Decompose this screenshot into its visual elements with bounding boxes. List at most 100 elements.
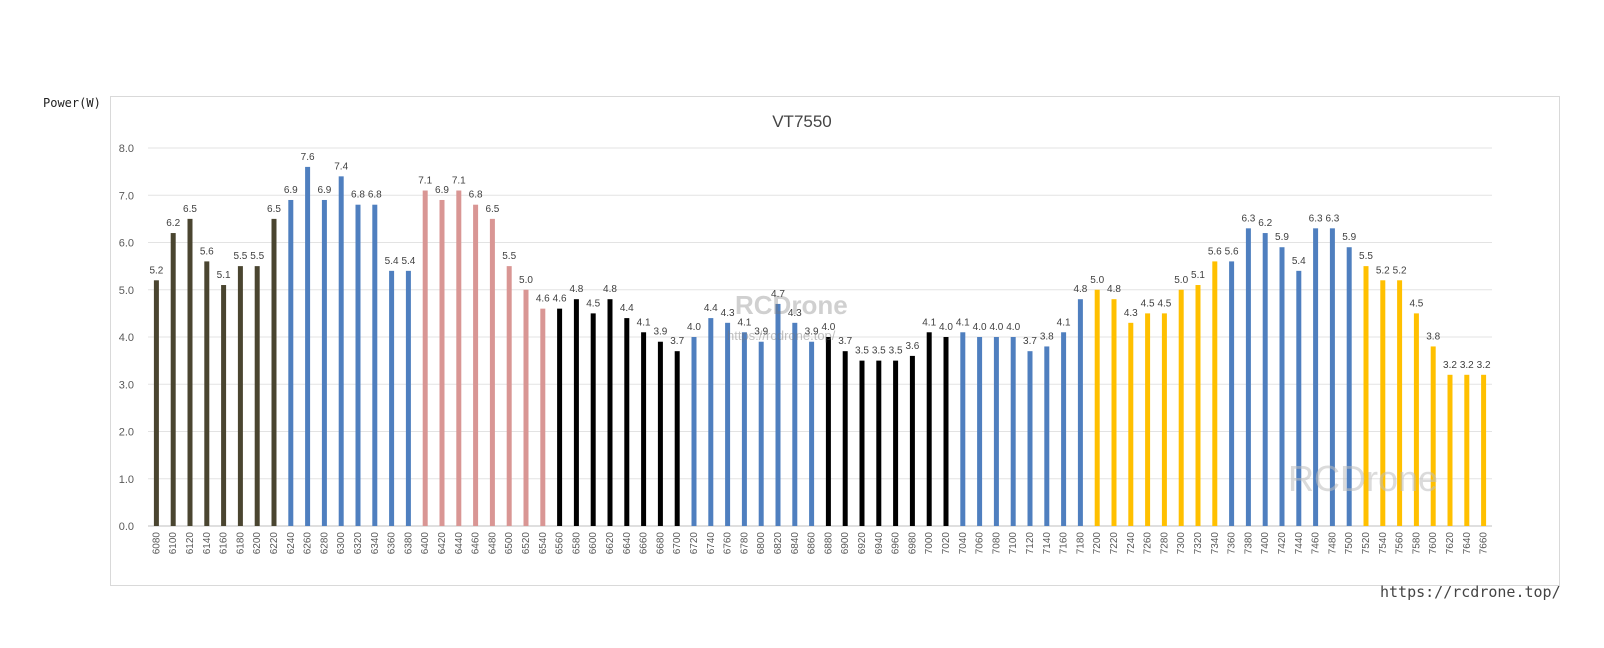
x-tick-label: 7520 xyxy=(1361,532,1372,555)
data-label: 4.3 xyxy=(721,308,735,319)
data-label: 5.1 xyxy=(217,270,231,281)
data-label: 3.7 xyxy=(670,336,684,347)
bar xyxy=(607,299,613,526)
data-label: 4.3 xyxy=(788,308,802,319)
y-tick-label: 5.0 xyxy=(119,285,134,297)
x-tick-label: 6700 xyxy=(672,532,683,555)
data-label: 3.6 xyxy=(905,341,919,352)
data-label: 5.4 xyxy=(1292,256,1306,267)
bar xyxy=(573,299,579,526)
bar xyxy=(725,322,731,526)
data-label: 7.4 xyxy=(334,161,348,172)
data-label: 4.7 xyxy=(771,289,785,300)
data-label: 3.8 xyxy=(1426,331,1440,342)
data-label: 6.5 xyxy=(183,204,197,215)
data-label: 4.4 xyxy=(704,303,718,314)
x-tick-label: 6180 xyxy=(235,532,246,555)
x-tick-label: 7160 xyxy=(1059,532,1070,555)
bar xyxy=(1329,228,1335,526)
data-label: 5.0 xyxy=(1090,275,1104,286)
bar xyxy=(809,341,815,526)
data-label: 5.0 xyxy=(1174,275,1188,286)
bar xyxy=(893,360,899,526)
x-tick-label: 6320 xyxy=(353,532,364,555)
x-tick-label: 7220 xyxy=(1109,532,1120,555)
data-label: 4.8 xyxy=(1107,284,1121,295)
x-tick-label: 6960 xyxy=(891,532,902,555)
y-axis-label: Power(W) xyxy=(43,96,101,110)
data-label: 6.5 xyxy=(485,204,499,215)
data-label: 3.8 xyxy=(1040,331,1054,342)
x-tick-label: 7100 xyxy=(1008,532,1019,555)
x-tick-label: 6920 xyxy=(857,532,868,555)
x-tick-label: 6240 xyxy=(286,532,297,555)
data-label: 4.6 xyxy=(536,294,550,305)
x-tick-label: 6680 xyxy=(655,532,666,555)
bar xyxy=(473,204,479,526)
x-tick-label: 6900 xyxy=(840,532,851,555)
data-label: 4.8 xyxy=(569,284,583,295)
bar xyxy=(624,318,630,526)
data-label: 5.4 xyxy=(401,256,415,267)
bar xyxy=(506,266,512,526)
data-label: 5.6 xyxy=(1225,246,1239,257)
data-label: 4.8 xyxy=(603,284,617,295)
bar xyxy=(1313,228,1319,526)
data-label: 6.8 xyxy=(351,190,365,201)
x-tick-label: 6980 xyxy=(907,532,918,555)
bar xyxy=(1128,322,1134,526)
bar xyxy=(708,318,714,526)
bar xyxy=(321,199,327,526)
x-tick-label: 6280 xyxy=(319,532,330,555)
x-tick-label: 7200 xyxy=(1092,532,1103,555)
x-tick-label: 7420 xyxy=(1277,532,1288,555)
data-label: 4.0 xyxy=(939,322,953,333)
bar xyxy=(943,337,949,526)
data-label: 4.5 xyxy=(1409,298,1423,309)
x-tick-label: 6840 xyxy=(790,532,801,555)
bar xyxy=(422,190,428,526)
data-label: 4.5 xyxy=(1141,298,1155,309)
x-tick-label: 7380 xyxy=(1243,532,1254,555)
x-tick-label: 6200 xyxy=(252,532,263,555)
bar xyxy=(741,332,747,526)
bar xyxy=(859,360,865,526)
bar xyxy=(1061,332,1067,526)
x-tick-label: 7500 xyxy=(1344,532,1355,555)
bar xyxy=(338,176,344,526)
bar xyxy=(1481,374,1487,526)
data-label: 6.2 xyxy=(1258,218,1272,229)
x-tick-label: 7080 xyxy=(991,532,1002,555)
bar xyxy=(758,341,764,526)
bar xyxy=(1363,266,1369,526)
x-tick-label: 6160 xyxy=(219,532,230,555)
data-label: 6.9 xyxy=(317,185,331,196)
data-label: 4.1 xyxy=(922,317,936,328)
data-label: 4.4 xyxy=(620,303,634,314)
data-label: 3.9 xyxy=(754,327,768,338)
data-label: 3.9 xyxy=(805,327,819,338)
data-label: 4.8 xyxy=(1073,284,1087,295)
x-tick-label: 7600 xyxy=(1428,532,1439,555)
x-tick-label: 7400 xyxy=(1260,532,1271,555)
x-tick-label: 6560 xyxy=(555,532,566,555)
bar xyxy=(1245,228,1251,526)
x-tick-label: 7180 xyxy=(1075,532,1086,555)
y-tick-label: 1.0 xyxy=(119,474,134,486)
bar xyxy=(355,204,361,526)
bar xyxy=(187,218,193,526)
bar xyxy=(288,199,294,526)
bar xyxy=(641,332,647,526)
x-tick-label: 7320 xyxy=(1193,532,1204,555)
watermark-corner-text: RCDrone xyxy=(1288,458,1439,499)
data-label: 6.9 xyxy=(435,185,449,196)
data-label: 5.5 xyxy=(233,251,247,262)
bar xyxy=(456,190,462,526)
x-tick-label: 7640 xyxy=(1462,532,1473,555)
bar xyxy=(1212,261,1218,526)
data-label: 3.5 xyxy=(855,346,869,357)
data-label: 3.2 xyxy=(1477,360,1491,371)
x-tick-label: 6140 xyxy=(202,532,213,555)
x-tick-label: 6760 xyxy=(723,532,734,555)
bar xyxy=(842,351,848,526)
